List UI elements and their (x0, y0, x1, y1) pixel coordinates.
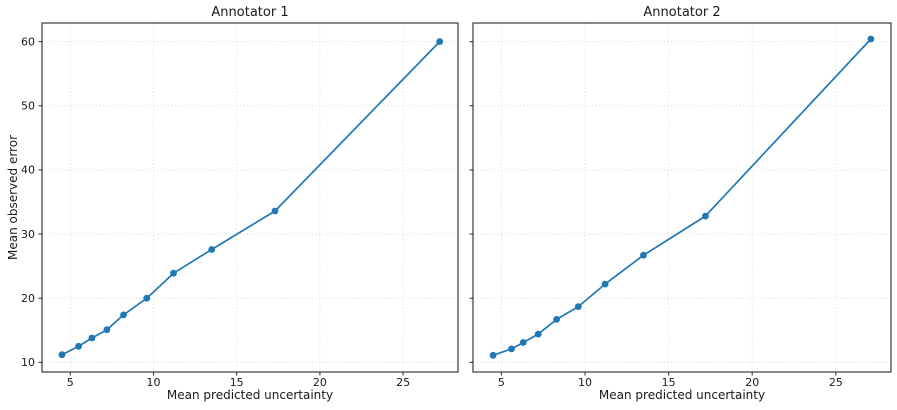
data-point (489, 351, 497, 359)
data-point (88, 334, 96, 342)
x-tick-label: 20 (745, 376, 759, 389)
x-tick-label: 15 (662, 376, 676, 389)
y-tick-label: 30 (21, 228, 35, 241)
plot-area (472, 22, 892, 373)
data-point (601, 280, 609, 288)
x-tick-label: 5 (67, 376, 74, 389)
data-point (640, 251, 647, 259)
y-tick-label: 20 (21, 292, 35, 305)
y-axis-label: Mean observed error (6, 135, 20, 260)
data-line (492, 38, 872, 357)
x-tick-label: 15 (230, 376, 244, 389)
data-point (143, 294, 151, 302)
data-point (702, 212, 709, 220)
x-tick-label: 10 (578, 376, 592, 389)
data-point (271, 207, 279, 215)
x-tick-label: 25 (829, 376, 843, 389)
plot-area (41, 22, 459, 373)
x-tick-label: 25 (396, 376, 410, 389)
y-tick-label: 60 (21, 35, 35, 48)
x-axis-label: Mean predicted uncertainty (167, 388, 333, 402)
data-point (120, 311, 127, 319)
chart-title: Annotator 2 (643, 5, 720, 20)
data-point (534, 330, 542, 338)
x-tick-label: 5 (498, 376, 505, 389)
data-point (508, 345, 515, 353)
data-point (103, 326, 111, 334)
data-point (574, 303, 582, 310)
y-tick-label: 50 (21, 100, 35, 113)
data-point (436, 38, 444, 45)
chart-title: Annotator 1 (211, 5, 288, 20)
data-point (867, 35, 875, 43)
data-point (208, 246, 216, 253)
data-point (519, 339, 527, 346)
x-tick-label: 20 (313, 376, 327, 389)
y-tick-label: 10 (21, 356, 35, 369)
data-point (58, 351, 66, 359)
data-point (170, 269, 177, 277)
data-line (61, 40, 441, 356)
x-tick-label: 10 (146, 376, 160, 389)
x-axis-label: Mean predicted uncertainty (599, 388, 765, 402)
data-point (553, 316, 560, 323)
data-point (75, 342, 82, 350)
y-tick-label: 40 (21, 164, 35, 177)
